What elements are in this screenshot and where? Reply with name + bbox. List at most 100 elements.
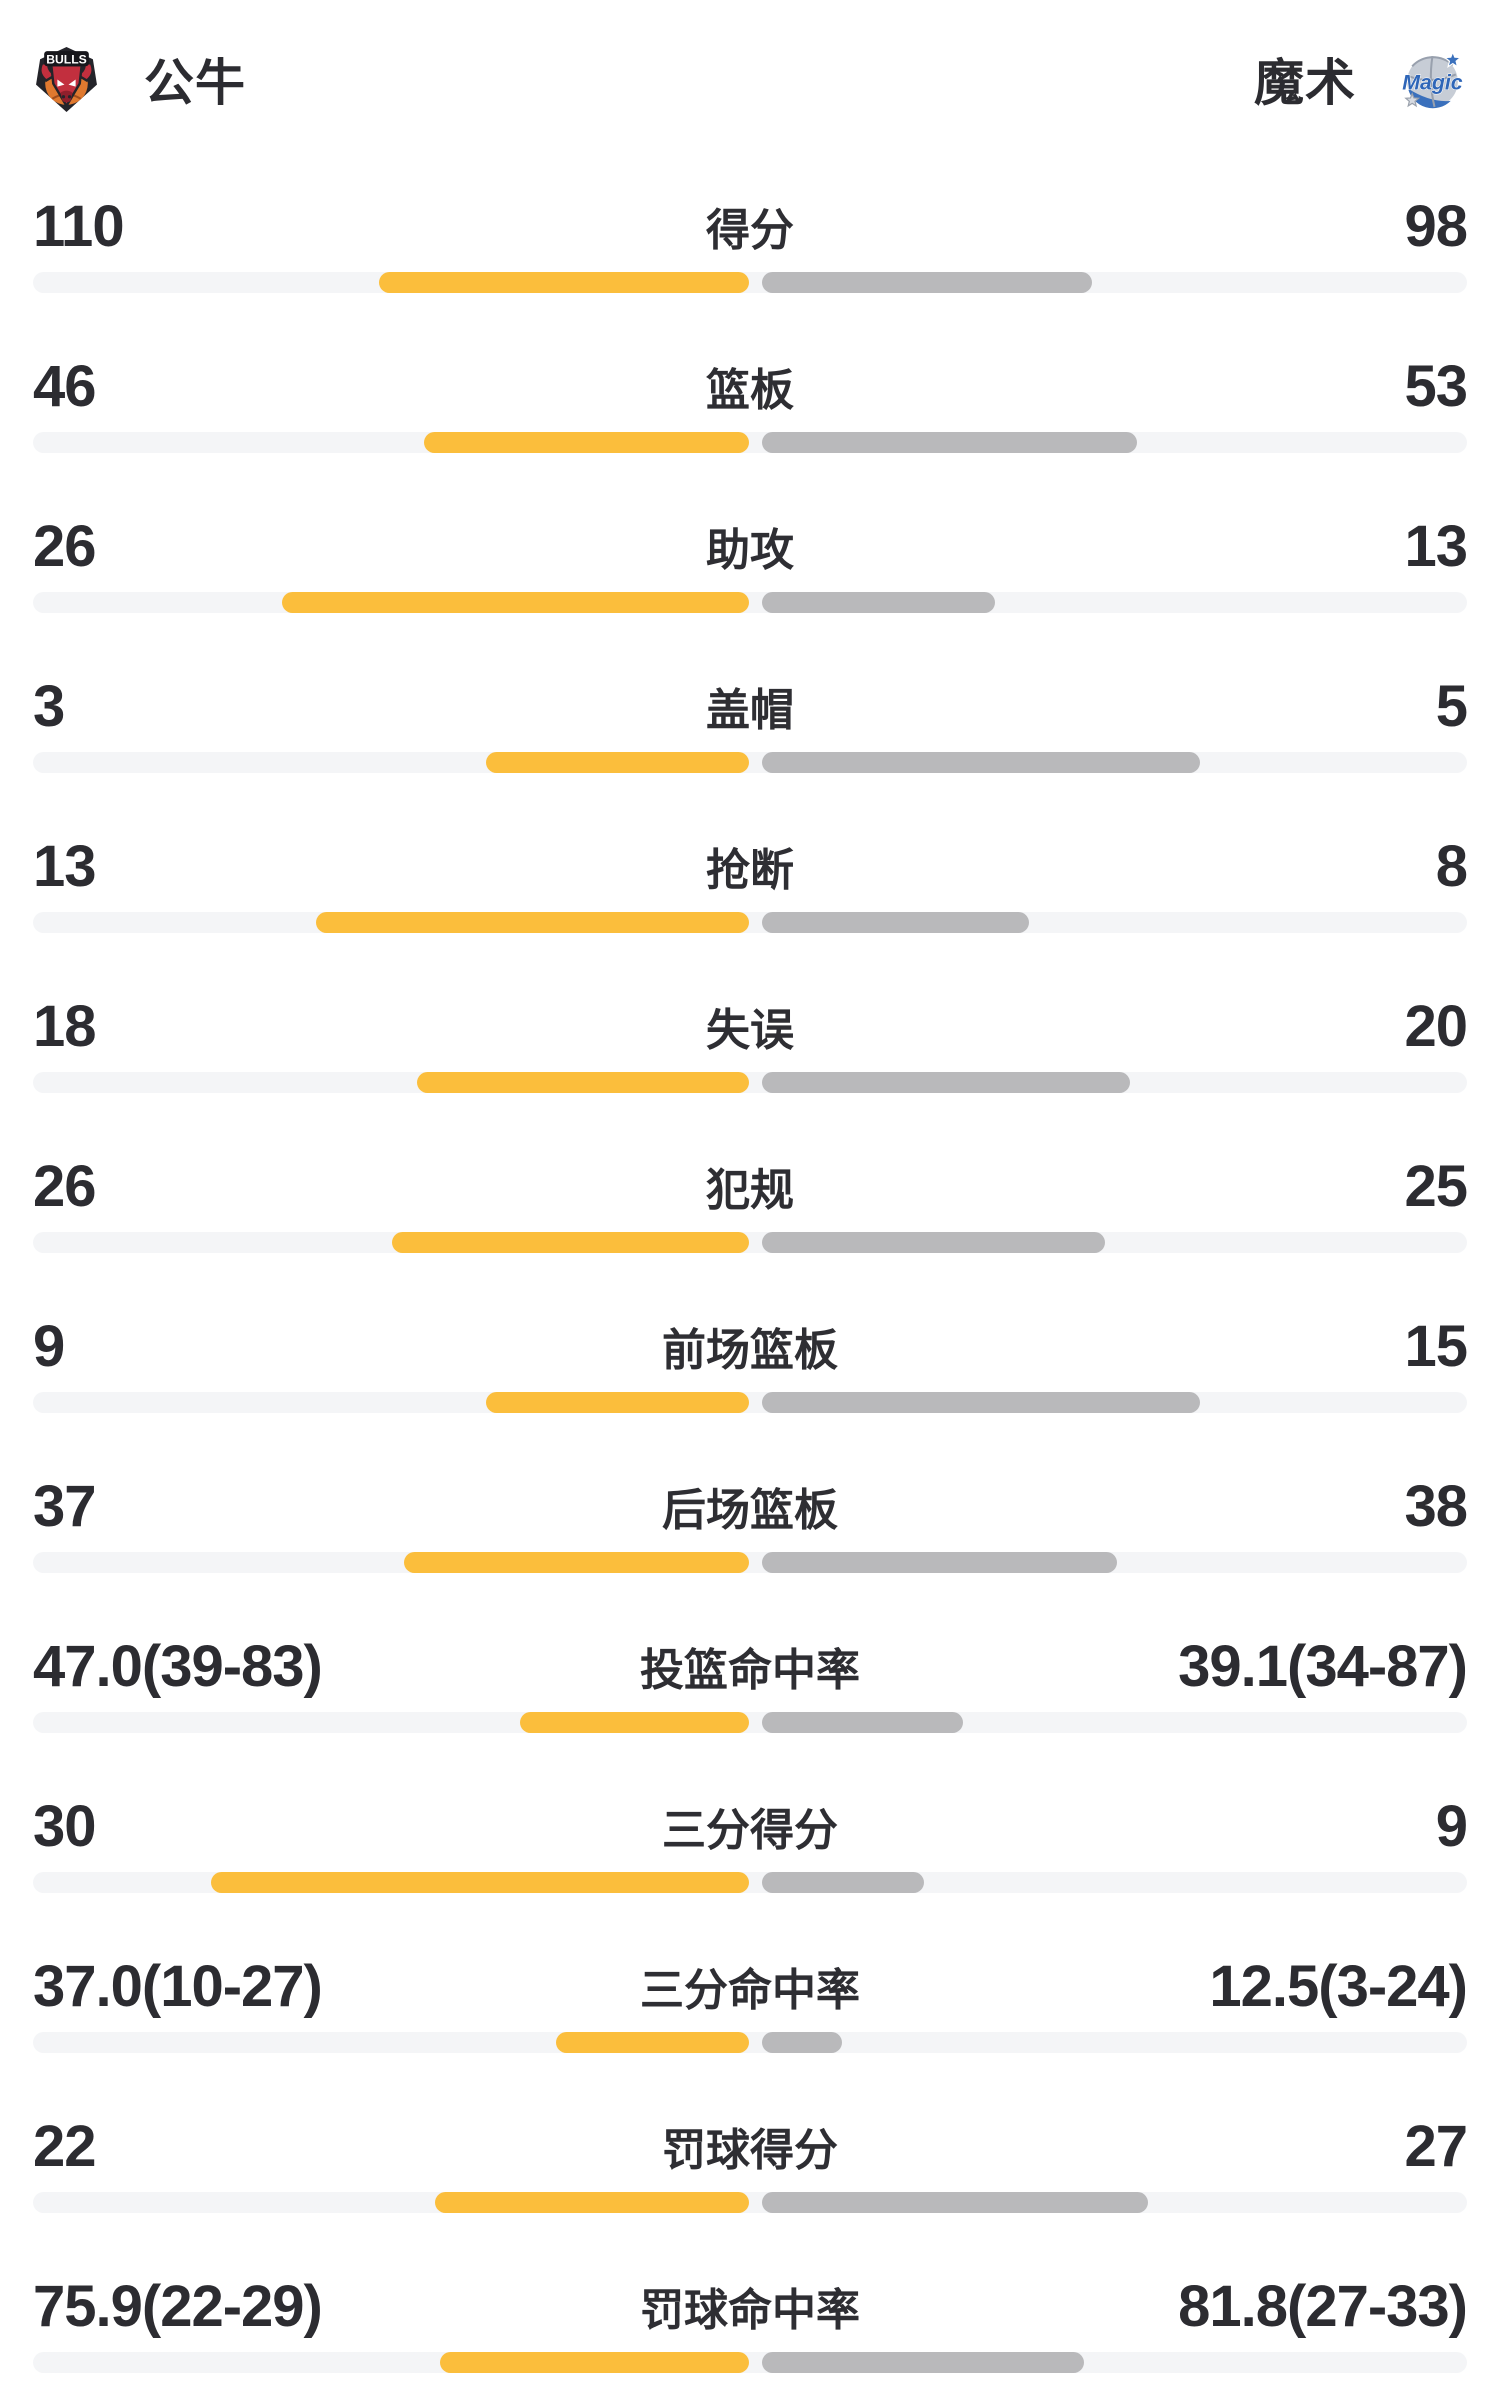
stat-label: 助攻 [706, 526, 794, 575]
bulls-logo-icon: BULLS [33, 46, 100, 113]
stat-row-blocks: 3 5 盖帽 [33, 670, 1468, 830]
away-value: 15 [1404, 1313, 1468, 1379]
stat-row-three-point-points: 30 9 三分得分 [33, 1790, 1468, 1950]
away-bar [762, 912, 1029, 933]
stat-values-line: 30 9 [33, 1790, 1468, 1862]
stat-values-line: 46 53 [33, 350, 1468, 422]
home-bar [486, 1392, 749, 1413]
stat-row-field-goal-pct: 47.0(39-83) 39.1(34-87) 投篮命中率 [33, 1630, 1468, 1790]
home-value: 30 [33, 1793, 97, 1859]
stat-bar-track [33, 2352, 1467, 2373]
home-bar [392, 1232, 749, 1253]
home-bar [282, 592, 749, 613]
stat-label: 盖帽 [706, 686, 794, 735]
away-value: 25 [1404, 1153, 1468, 1219]
away-value: 20 [1404, 993, 1468, 1059]
stat-bar-track [33, 1392, 1467, 1413]
stat-values-line: 3 5 [33, 670, 1468, 742]
home-bar [440, 2352, 749, 2373]
stat-values-line: 75.9(22-29) 81.8(27-33) [33, 2270, 1468, 2342]
home-value: 9 [33, 1313, 65, 1379]
stat-bar-track [33, 272, 1467, 293]
stat-values-line: 47.0(39-83) 39.1(34-87) [33, 1630, 1468, 1702]
home-value: 110 [33, 193, 125, 259]
stat-bar-track [33, 912, 1467, 933]
stat-bar-track [33, 1552, 1467, 1573]
stat-bar-track [33, 1872, 1467, 1893]
away-value: 53 [1404, 353, 1468, 419]
away-team-name: 魔术 [1254, 55, 1356, 111]
stat-label: 投篮命中率 [640, 1646, 860, 1695]
stat-values-line: 110 98 [33, 190, 1468, 262]
away-bar [762, 752, 1200, 773]
home-bar [435, 2192, 749, 2213]
stat-row-assists: 26 13 助攻 [33, 510, 1468, 670]
home-value: 46 [33, 353, 97, 419]
home-bar [379, 272, 749, 293]
stat-bar-track [33, 432, 1467, 453]
stat-values-line: 26 13 [33, 510, 1468, 582]
away-value: 39.1(34-87) [1178, 1633, 1468, 1699]
stat-row-steals: 13 8 抢断 [33, 830, 1468, 990]
home-value: 37 [33, 1473, 97, 1539]
teams-header: BULLS 公牛 魔术 Magic [33, 0, 1467, 114]
home-bar [316, 912, 749, 933]
home-bar [556, 2032, 749, 2053]
stat-row-defensive-rebounds: 37 38 后场篮板 [33, 1470, 1468, 1630]
stat-row-three-point-pct: 37.0(10-27) 12.5(3-24) 三分命中率 [33, 1950, 1468, 2110]
away-bar [762, 1392, 1200, 1413]
away-bar [762, 2192, 1148, 2213]
stat-row-free-throw-pct: 75.9(22-29) 81.8(27-33) 罚球命中率 [33, 2270, 1468, 2400]
home-bar [486, 752, 749, 773]
stat-row-points: 110 98 得分 [33, 190, 1468, 350]
away-bar [762, 1552, 1117, 1573]
stats-list: 110 98 得分 46 53 篮板 26 13 [33, 190, 1468, 2400]
stat-bar-track [33, 1712, 1467, 1733]
stat-values-line: 13 8 [33, 830, 1468, 902]
home-bar [417, 1072, 749, 1093]
home-value: 26 [33, 1153, 97, 1219]
stat-label: 后场篮板 [662, 1486, 838, 1535]
away-bar [762, 272, 1092, 293]
home-bar [404, 1552, 749, 1573]
home-value: 37.0(10-27) [33, 1953, 323, 2019]
away-value: 9 [1435, 1793, 1468, 1859]
away-bar [762, 1712, 963, 1733]
stat-bar-track [33, 592, 1467, 613]
away-team[interactable]: 魔术 Magic [1254, 43, 1467, 115]
stat-row-turnovers: 18 20 失误 [33, 990, 1468, 1150]
svg-text:Magic: Magic [1402, 70, 1463, 94]
home-value: 22 [33, 2113, 97, 2179]
stat-label: 犯规 [706, 1166, 794, 1215]
stat-bar-track [33, 1232, 1467, 1253]
stat-label: 三分命中率 [640, 1966, 860, 2015]
away-bar [762, 1872, 924, 1893]
stat-label: 得分 [706, 206, 794, 255]
away-value: 81.8(27-33) [1178, 2273, 1468, 2339]
away-bar [762, 1072, 1130, 1093]
home-team[interactable]: BULLS 公牛 [33, 43, 246, 115]
home-bar [211, 1872, 749, 1893]
stat-values-line: 22 27 [33, 2110, 1468, 2182]
stat-values-line: 37 38 [33, 1470, 1468, 1542]
away-bar [762, 592, 995, 613]
stat-bar-track [33, 1072, 1467, 1093]
stat-values-line: 26 25 [33, 1150, 1468, 1222]
stat-label: 前场篮板 [662, 1326, 838, 1375]
home-value: 47.0(39-83) [33, 1633, 323, 1699]
away-value: 38 [1404, 1473, 1468, 1539]
away-bar [762, 2352, 1084, 2373]
away-bar [762, 2032, 842, 2053]
stat-values-line: 18 20 [33, 990, 1468, 1062]
stat-row-free-throw-points: 22 27 罚球得分 [33, 2110, 1468, 2270]
away-bar [762, 432, 1137, 453]
home-value: 13 [33, 833, 97, 899]
away-value: 98 [1404, 193, 1468, 259]
stat-row-offensive-rebounds: 9 15 前场篮板 [33, 1310, 1468, 1470]
away-value: 8 [1435, 833, 1468, 899]
away-value: 13 [1404, 513, 1468, 579]
home-value: 75.9(22-29) [33, 2273, 323, 2339]
home-value: 18 [33, 993, 97, 1059]
magic-logo-icon: Magic [1400, 46, 1467, 113]
